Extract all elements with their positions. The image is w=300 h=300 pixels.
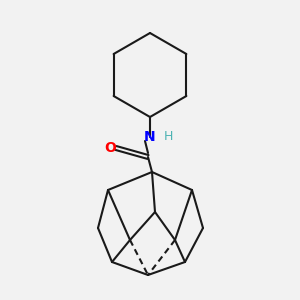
Text: N: N — [144, 130, 156, 144]
Text: H: H — [163, 130, 173, 143]
Text: O: O — [104, 141, 116, 155]
